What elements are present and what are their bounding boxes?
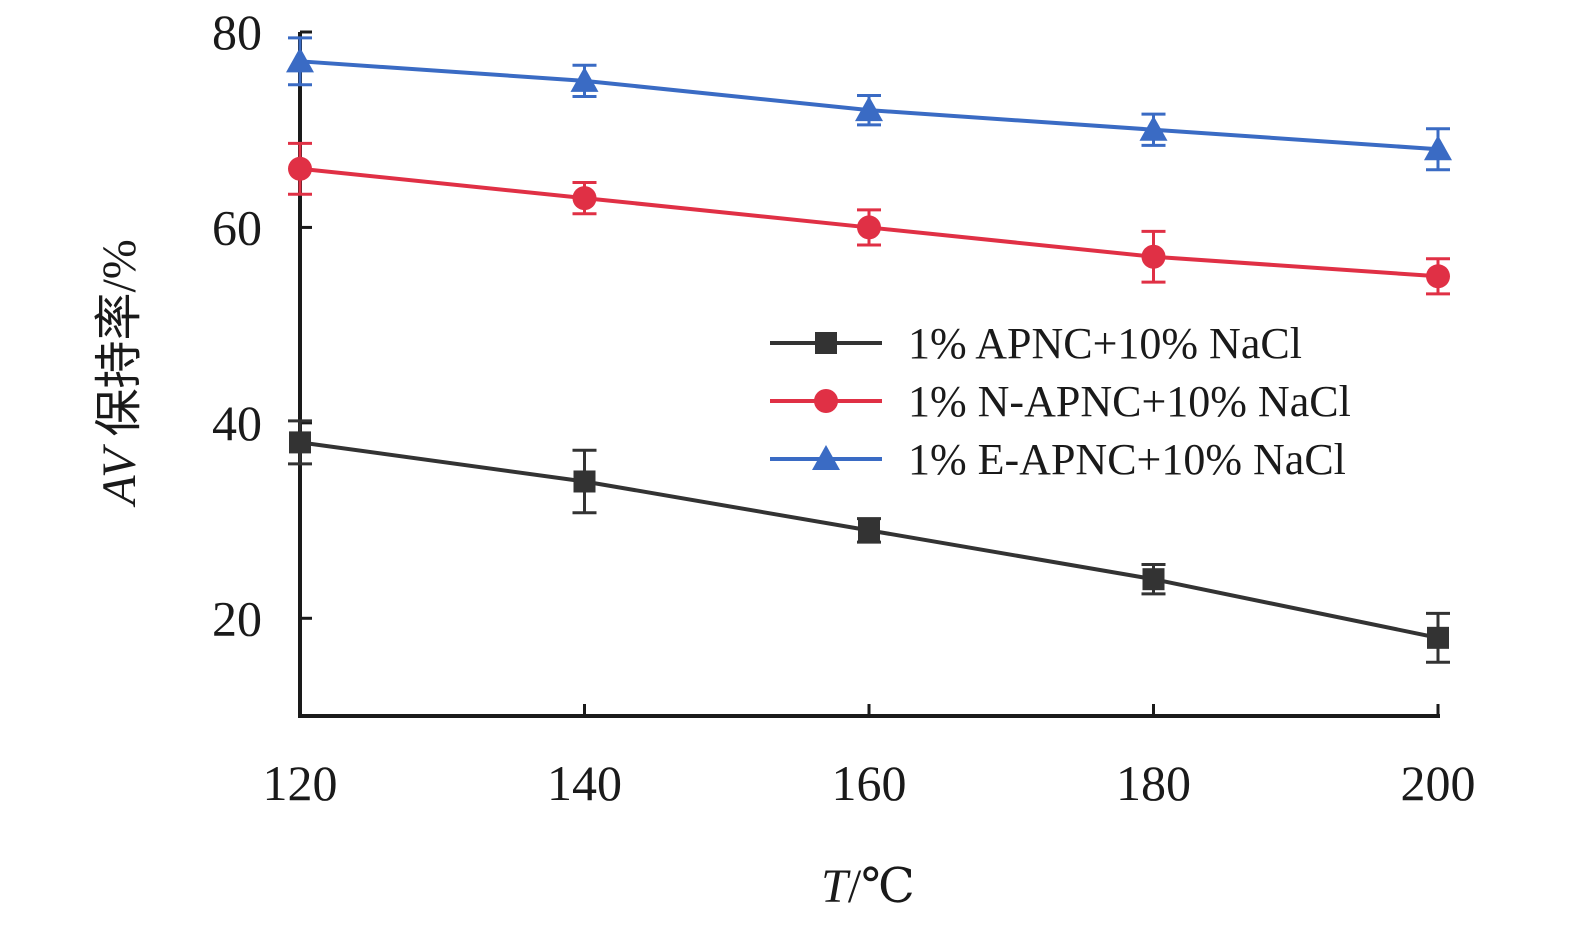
y-tick-label: 40	[212, 395, 262, 451]
data-point	[1424, 135, 1452, 161]
x-axis-var: T	[821, 860, 851, 913]
legend-marker	[815, 332, 837, 354]
legend: 1% APNC+10% NaCl 1% N-APNC+10% NaCl 1% E-A…	[770, 319, 1351, 484]
data-point	[1427, 626, 1449, 649]
legend-entry-1: 1% APNC+10% NaCl	[770, 319, 1302, 368]
x-tick-label: 140	[547, 755, 622, 811]
y-tick-label: 80	[212, 4, 262, 60]
legend-marker	[814, 389, 838, 413]
series-2	[288, 141, 1450, 296]
legend-label: 1% APNC+10% NaCl	[908, 319, 1302, 368]
legend-label: 1% E-APNC+10% NaCl	[908, 435, 1346, 484]
data-point	[570, 66, 599, 92]
x-axis-title: T/℃	[821, 860, 915, 913]
x-axis-unit: /℃	[848, 860, 915, 913]
x-tick-label: 200	[1401, 755, 1476, 811]
data-point	[858, 519, 880, 542]
legend-entry-3: 1% E-APNC+10% NaCl	[770, 435, 1346, 484]
data-point	[289, 431, 311, 454]
series-1	[288, 419, 1450, 664]
data-point	[1139, 115, 1168, 141]
y-tick-label: 60	[212, 199, 262, 255]
series-group	[286, 36, 1452, 664]
data-point	[572, 186, 597, 211]
legend-marker	[812, 445, 840, 470]
data-point	[855, 96, 883, 122]
y-tick-label: 20	[212, 590, 262, 646]
legend-label: 1% N-APNC+10% NaCl	[908, 377, 1351, 426]
data-point	[1141, 244, 1166, 269]
x-tick-label: 160	[832, 755, 907, 811]
x-tick-label: 180	[1116, 755, 1191, 811]
data-point	[1142, 568, 1165, 591]
data-point	[288, 156, 312, 181]
y-axis-title: AV 保持率/%	[93, 239, 146, 508]
data-point	[857, 215, 881, 240]
data-point	[286, 47, 314, 73]
y-axis-var: AV	[93, 444, 146, 508]
x-tick-label: 120	[263, 755, 338, 811]
y-axis-unit: 保持率/%	[93, 239, 146, 448]
axes	[298, 32, 1440, 718]
series-3	[286, 36, 1452, 172]
legend-entry-2: 1% N-APNC+10% NaCl	[770, 377, 1351, 426]
data-point	[573, 470, 596, 493]
ticks: 120 140 160 180 200 20 40 60 80	[212, 4, 1476, 811]
data-point	[1426, 264, 1450, 289]
